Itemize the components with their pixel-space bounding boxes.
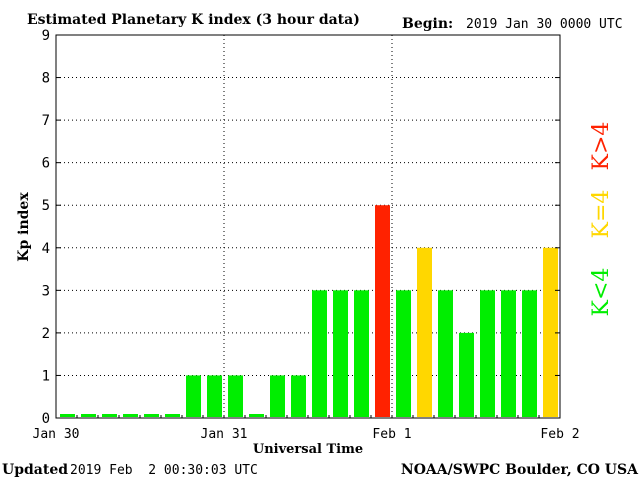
kp-bar	[543, 247, 558, 417]
y-tick-label: 1	[42, 368, 50, 384]
x-tick-labels: Jan 30 Jan 31 Feb 1 Feb 2	[33, 427, 580, 442]
bars	[60, 205, 558, 417]
y-tick-label: 6	[42, 156, 50, 172]
y-tick-label: 8	[42, 71, 50, 87]
kp-bar	[207, 375, 222, 417]
y-tick-label: 9	[42, 28, 50, 44]
x-tick-label: Feb 2	[540, 427, 579, 442]
grid-lines	[56, 35, 560, 418]
y-axis-title: Kp index	[16, 192, 32, 262]
kp-bar	[354, 290, 369, 417]
y-tick-label: 3	[42, 283, 50, 299]
legend-item: K>4	[589, 122, 614, 171]
ticks	[56, 34, 560, 419]
kp-bar	[312, 290, 327, 417]
x-tick-label: Jan 30	[33, 427, 80, 442]
begin-value: 2019 Jan 30 0000 UTC	[466, 17, 623, 32]
kp-bar	[438, 290, 453, 417]
kp-bar	[186, 375, 201, 417]
kp-bar	[480, 290, 495, 417]
y-tick-label: 7	[42, 113, 50, 129]
kp-bar	[81, 414, 96, 417]
y-tick-label: 4	[42, 241, 50, 257]
x-axis-title: Universal Time	[253, 442, 363, 457]
legend: K<4 K=4 K>4	[589, 122, 614, 317]
kp-bar	[249, 414, 264, 417]
kp-bar	[165, 414, 180, 417]
kp-bar	[144, 414, 159, 417]
kp-bar	[102, 414, 117, 417]
kp-bar	[396, 290, 411, 417]
kp-bar	[60, 414, 75, 417]
y-tick-label: 2	[42, 326, 50, 342]
kp-bar	[333, 290, 348, 417]
updated-value: 2019 Feb 2 00:30:03 UTC	[70, 463, 258, 478]
updated-label: Updated	[2, 462, 68, 478]
y-tick-label: 0	[42, 411, 50, 427]
kp-bar	[522, 290, 537, 417]
x-tick-label: Feb 1	[372, 427, 411, 442]
kp-bar	[417, 247, 432, 417]
kp-bar	[501, 290, 516, 417]
kp-bar	[228, 375, 243, 417]
x-tick-label: Jan 31	[201, 427, 248, 442]
y-tick-labels: 0 1 2 3 4 5 6 7 8 9	[42, 28, 50, 427]
source-credit: NOAA/SWPC Boulder, CO USA	[401, 462, 639, 478]
kp-bar	[123, 414, 138, 417]
kp-bar	[459, 332, 474, 417]
kp-bar	[270, 375, 285, 417]
y-tick-label: 5	[42, 198, 50, 214]
chart-title: Estimated Planetary K index (3 hour data…	[27, 12, 360, 28]
begin-label: Begin:	[402, 16, 453, 32]
kp-bar	[375, 205, 390, 417]
legend-item: K=4	[589, 190, 614, 239]
legend-item: K<4	[589, 268, 614, 317]
kp-bar	[291, 375, 306, 417]
